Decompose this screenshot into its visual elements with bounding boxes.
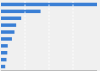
grid xyxy=(25,1,73,70)
chart xyxy=(0,0,100,71)
bar xyxy=(1,44,8,47)
grid-line xyxy=(73,1,74,70)
grid-line xyxy=(49,1,50,70)
bar xyxy=(1,37,12,40)
x-axis-line xyxy=(1,70,97,71)
bar xyxy=(1,17,21,20)
bar xyxy=(1,23,16,26)
bar xyxy=(1,65,5,68)
chart-container xyxy=(0,0,100,71)
bar xyxy=(1,30,14,33)
bar xyxy=(1,10,41,13)
grid-line xyxy=(25,1,26,70)
bar xyxy=(1,51,7,54)
bar xyxy=(1,58,6,61)
